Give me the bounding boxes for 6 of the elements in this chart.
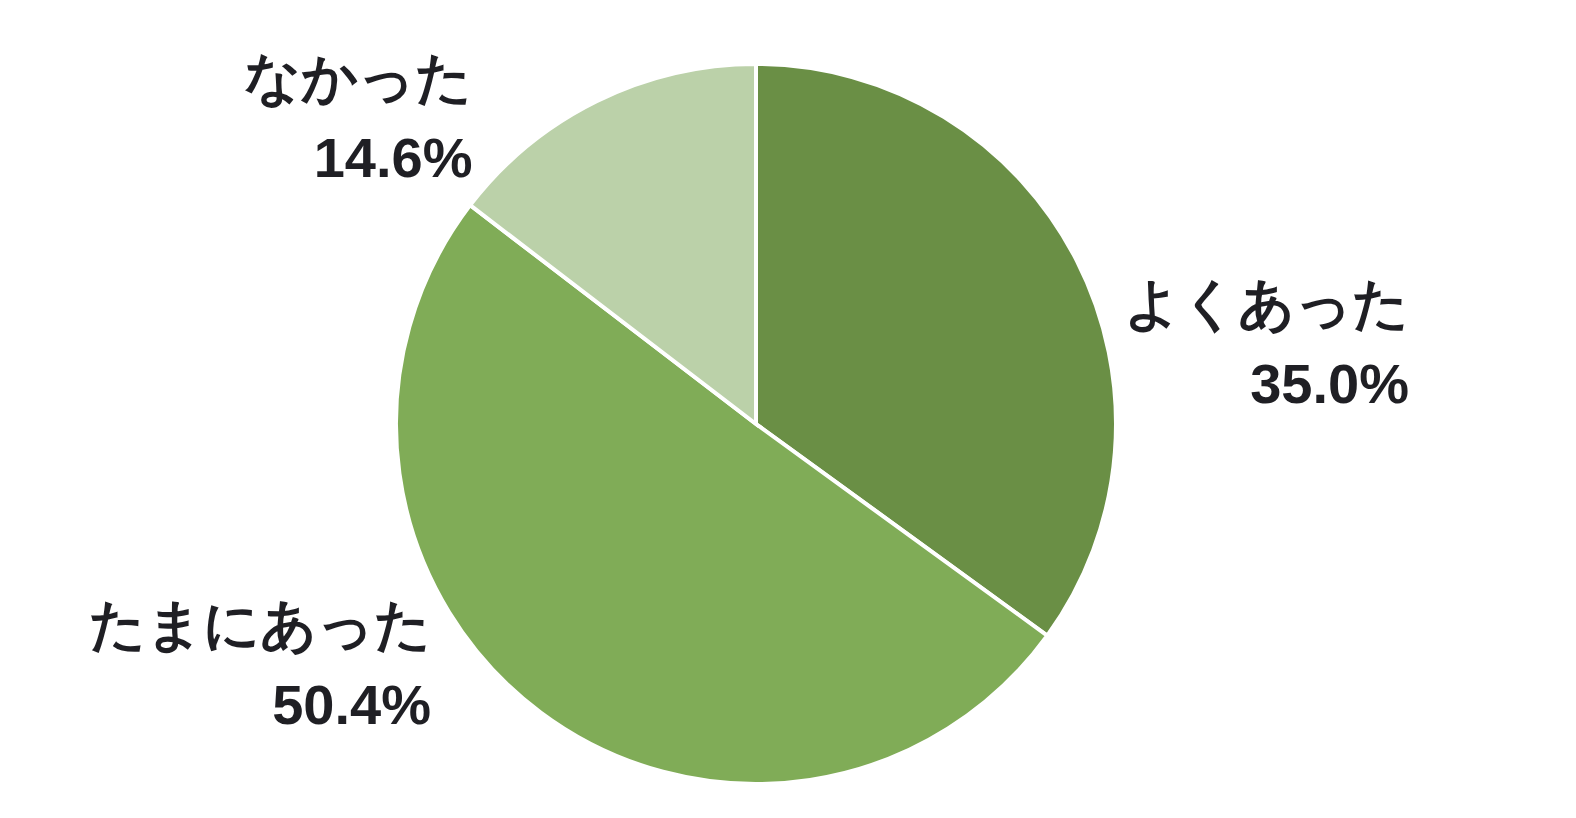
data-label: 50.4% [272, 672, 432, 736]
data-label: 35.0% [1250, 352, 1409, 416]
data-label: 14.6% [313, 126, 473, 190]
slice-label: なかった [244, 46, 473, 110]
slice-label: よくあった [1123, 272, 1409, 336]
slice-label: たまにあった [89, 592, 432, 656]
